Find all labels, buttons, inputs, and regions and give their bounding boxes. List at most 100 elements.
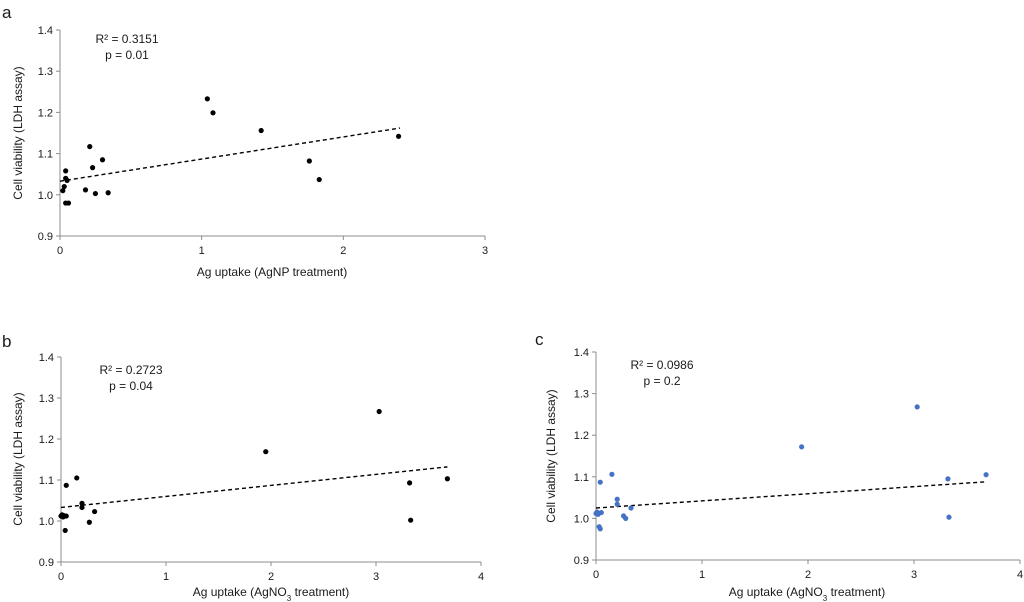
x-tick-label: 3: [373, 571, 379, 583]
data-point: [263, 449, 269, 455]
data-point: [628, 505, 634, 511]
data-point: [92, 508, 98, 515]
y-tick-label: 1.2: [38, 107, 53, 119]
x-axis-label-subscript: 3: [823, 594, 828, 602]
p-value-annotation: p = 0.2: [643, 374, 680, 388]
x-tick-label: 1: [699, 569, 705, 581]
data-point: [316, 176, 322, 183]
chart-panel-c: Cell viability (LDH assay) Ag uptake (Ag…: [544, 347, 1023, 602]
data-point: [79, 500, 85, 506]
data-point: [609, 471, 615, 477]
x-axis-label: Ag uptake (AgNO3 treatment): [729, 585, 886, 602]
y-tick-label: 1.3: [574, 389, 589, 401]
x-axis-label-subscript: 3: [287, 594, 292, 602]
y-tick-label: 1.0: [39, 516, 54, 528]
data-point: [614, 496, 620, 502]
x-tick-label: 0: [58, 571, 64, 583]
y-tick-label: 1.3: [38, 66, 53, 78]
x-axis-label-main: Ag uptake (AgNO: [193, 585, 287, 599]
y-tick-label: 1.2: [574, 430, 589, 442]
data-point: [79, 504, 85, 511]
panel-label-b: b: [2, 332, 11, 351]
data-point: [82, 187, 89, 193]
data-point: [63, 168, 69, 174]
y-tick-label: 1.1: [39, 475, 54, 487]
y-tick-label: 0.9: [574, 555, 589, 567]
data-point: [60, 188, 66, 194]
data-point: [946, 514, 952, 520]
data-point: [87, 143, 93, 150]
data-point: [597, 526, 603, 532]
y-tick-label: 1.4: [39, 352, 54, 364]
r-squared-annotation: R² = 0.3151: [95, 32, 158, 46]
y-tick-label: 1.2: [39, 434, 54, 446]
y-tick-label: 0.9: [39, 557, 54, 569]
trendline: [60, 466, 448, 509]
panel-label-c: c: [535, 330, 544, 349]
data-point: [258, 127, 264, 134]
x-tick-label: 2: [340, 245, 346, 257]
data-point: [597, 479, 603, 485]
x-axis-label: Ag uptake (AgNP treatment): [197, 265, 348, 279]
y-tick-label: 1.0: [574, 513, 589, 525]
data-point: [945, 476, 951, 482]
x-axis-label: Ag uptake (AgNO3 treatment): [193, 585, 350, 602]
x-tick-label: 4: [1017, 569, 1023, 581]
data-point: [92, 190, 99, 197]
y-tick-label: 0.9: [38, 231, 53, 243]
data-point: [74, 475, 80, 481]
data-point: [306, 158, 312, 164]
y-tick-label: 1.3: [39, 393, 54, 405]
r-squared-annotation: R² = 0.2723: [99, 363, 162, 377]
data-point: [623, 515, 629, 522]
r-squared-annotation: R² = 0.0986: [630, 358, 693, 372]
data-point: [204, 96, 210, 102]
data-point: [914, 404, 920, 410]
x-tick-label: 1: [199, 245, 205, 257]
data-point: [62, 527, 68, 534]
data-point: [105, 190, 111, 196]
data-point: [86, 519, 92, 525]
data-point: [598, 509, 604, 516]
y-tick-label: 1.0: [38, 190, 53, 202]
data-point: [63, 482, 69, 488]
data-point: [210, 110, 216, 116]
p-value-annotation: p = 0.04: [109, 379, 153, 393]
data-point: [65, 200, 72, 206]
x-tick-label: 3: [482, 245, 488, 257]
data-point: [89, 165, 96, 171]
x-tick-label: 2: [268, 571, 274, 583]
data-point: [407, 480, 413, 486]
x-axis-label-tail: treatment): [291, 585, 349, 599]
data-point: [395, 133, 402, 139]
x-tick-label: 2: [805, 569, 811, 581]
y-tick-label: 1.4: [574, 347, 589, 359]
data-point: [408, 517, 414, 523]
y-axis-label: Cell viability (LDH assay): [11, 392, 25, 525]
chart-panel-b: Cell viability (LDH assay) Ag uptake (Ag…: [11, 352, 484, 602]
panel-label-a: a: [2, 3, 12, 22]
data-point: [61, 183, 67, 190]
data-point: [444, 476, 450, 482]
x-tick-label: 4: [478, 571, 484, 583]
y-axis-label: Cell viability (LDH assay): [11, 66, 25, 199]
data-point: [983, 472, 989, 478]
data-point: [614, 501, 620, 507]
data-point: [63, 513, 69, 519]
x-axis-label-tail: treatment): [827, 585, 885, 599]
x-axis-label-main: Ag uptake (AgNO: [729, 585, 823, 599]
p-value-annotation: p = 0.01: [105, 48, 149, 62]
y-axis-label: Cell viability (LDH assay): [544, 389, 558, 522]
trendline: [59, 127, 401, 182]
data-point: [799, 444, 805, 450]
x-tick-label: 1: [163, 571, 169, 583]
x-tick-label: 0: [593, 569, 599, 581]
y-tick-label: 1.1: [574, 472, 589, 484]
y-tick-label: 1.4: [38, 25, 53, 37]
data-point: [376, 408, 382, 415]
trendline: [595, 481, 987, 509]
x-tick-label: 0: [57, 245, 63, 257]
chart-panel-a: Cell viability (LDH assay) Ag uptake (Ag…: [11, 25, 488, 279]
data-point: [99, 157, 106, 163]
